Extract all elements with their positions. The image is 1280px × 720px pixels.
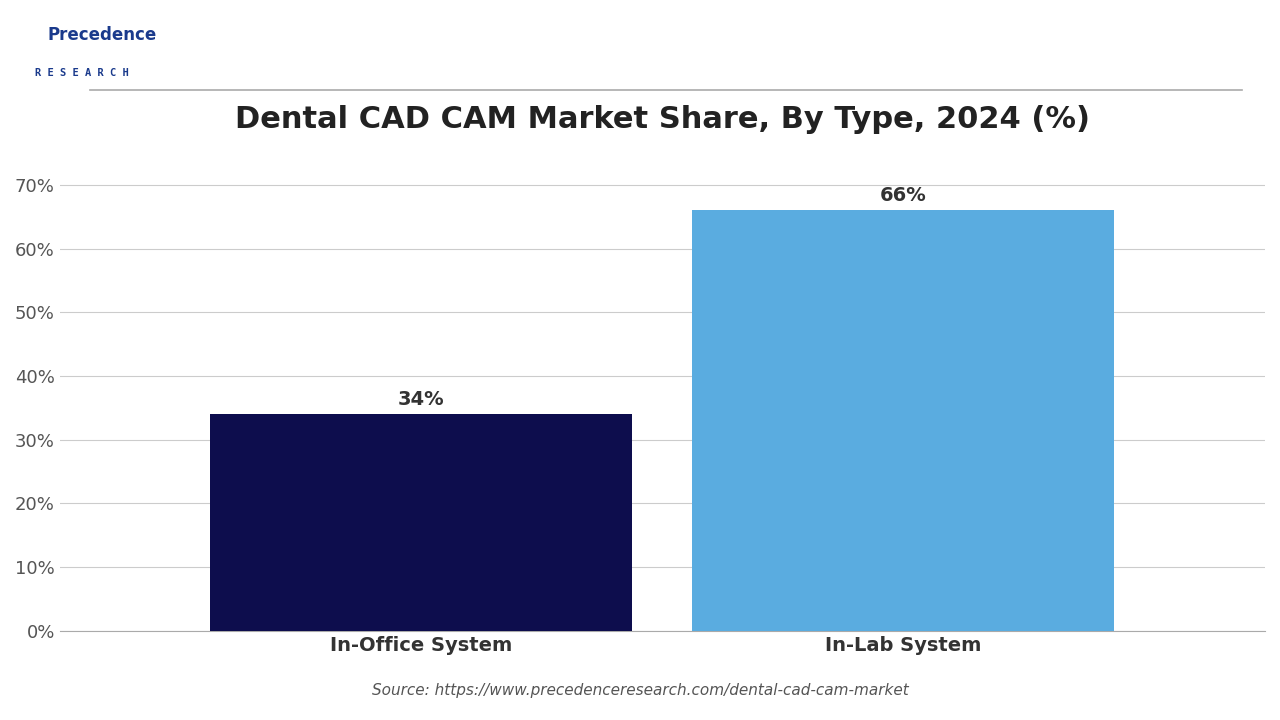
Title: Dental CAD CAM Market Share, By Type, 2024 (%): Dental CAD CAM Market Share, By Type, 20… [234, 105, 1089, 134]
Text: 66%: 66% [881, 186, 927, 205]
Text: 34%: 34% [398, 390, 444, 409]
Text: Precedence: Precedence [47, 26, 156, 44]
Bar [692, 210, 1115, 631]
Text: Source: https://www.precedenceresearch.com/dental-cad-cam-market: Source: https://www.precedenceresearch.c… [371, 683, 909, 698]
Text: R E S E A R C H: R E S E A R C H [35, 68, 128, 78]
Bar [210, 414, 632, 631]
